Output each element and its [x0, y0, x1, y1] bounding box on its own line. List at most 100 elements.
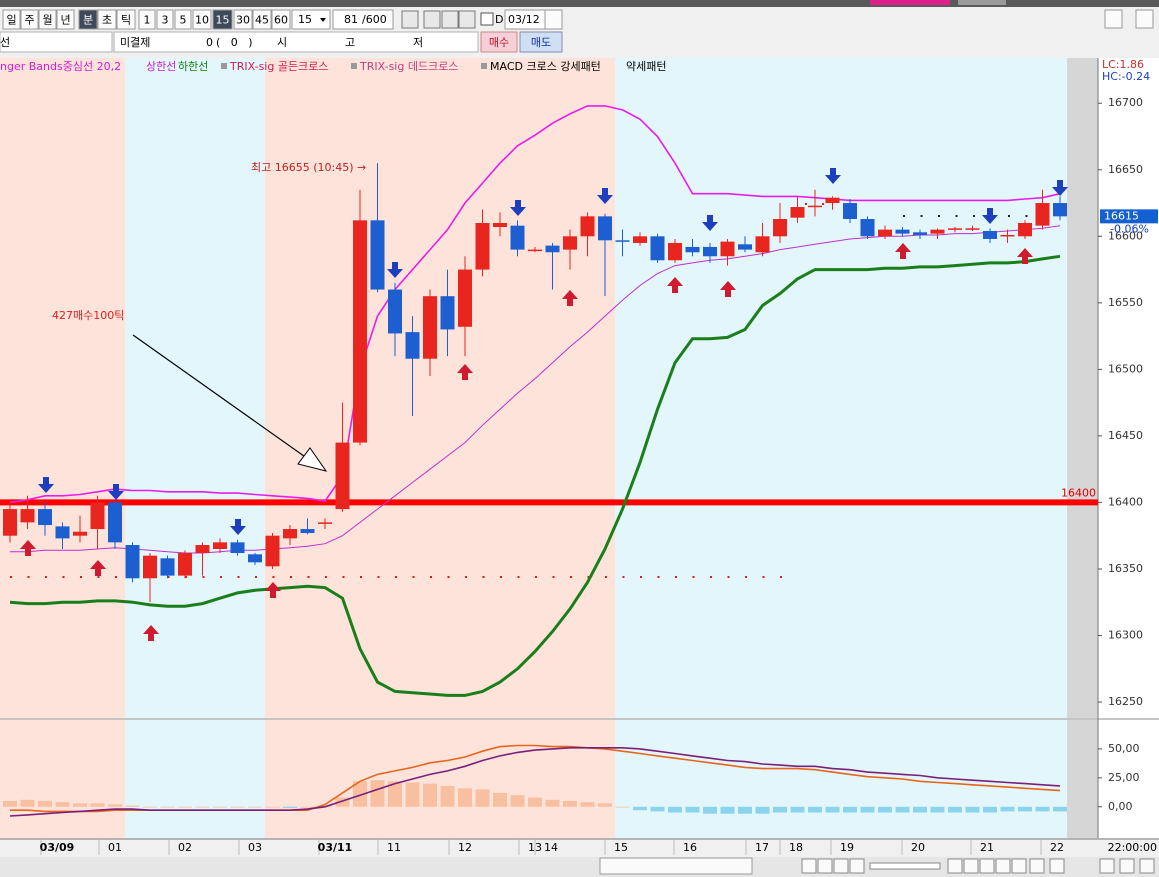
button[interactable]: [56, 9, 75, 30]
interval-select-value[interactable]: 15: [298, 13, 312, 26]
button-label[interactable]: 주: [24, 14, 34, 27]
sell-button[interactable]: [519, 31, 563, 53]
button-label[interactable]: 3: [162, 14, 169, 27]
view-button[interactable]: [979, 858, 995, 874]
macd-histogram-bar: [405, 782, 420, 807]
y-tick-label: 16250: [1108, 695, 1143, 708]
macd-histogram-bar: [720, 806, 735, 814]
view-button[interactable]: [1139, 858, 1155, 874]
playback-button[interactable]: [833, 858, 849, 874]
macd-histogram-bar: [160, 806, 175, 808]
button[interactable]: [212, 9, 233, 30]
account: 선: [0, 36, 10, 49]
buy-signal-arrow: [20, 540, 36, 556]
button[interactable]: [174, 9, 192, 30]
right-button[interactable]: [1104, 9, 1123, 29]
trix-dot: [535, 576, 537, 578]
tool-icon[interactable]: [423, 10, 441, 29]
sell-signal-arrow: [702, 215, 718, 231]
macd-histogram-bar: [1000, 806, 1015, 812]
playback-button[interactable]: [801, 858, 817, 874]
checkbox[interactable]: [480, 12, 494, 26]
button-label[interactable]: 30: [236, 14, 250, 27]
y-tick-label: 16300: [1108, 629, 1143, 642]
candle-body: [983, 230, 997, 239]
interval-select[interactable]: [291, 9, 331, 30]
dropdown-arrow: [320, 18, 326, 22]
band-upper: [9, 105, 1061, 504]
button[interactable]: [271, 9, 291, 30]
right-button[interactable]: [1135, 9, 1154, 29]
session-zone: [0, 58, 125, 718]
x-tick-label: 14: [544, 841, 558, 854]
x-tick-label: 18: [789, 841, 803, 854]
button-label[interactable]: 초: [102, 14, 112, 27]
count-input[interactable]: [332, 9, 394, 30]
x-tick-label: 16: [683, 841, 697, 854]
tool-icon[interactable]: [458, 10, 476, 29]
button[interactable]: [252, 9, 272, 30]
button-label[interactable]: 년: [60, 14, 70, 27]
button[interactable]: [97, 9, 117, 30]
button-label[interactable]: 월: [42, 14, 52, 27]
button-label[interactable]: 10: [195, 14, 209, 27]
trix-dot: [412, 576, 415, 578]
toolbar: 일 주 월 년 분 초 틱 1 3 5 10 15 30 45 60 15 81/600 D 03/12 선 미결제 0(…: [0, 9, 1154, 53]
date-value[interactable]: 03/12: [508, 13, 540, 26]
button[interactable]: [192, 9, 212, 30]
view-button[interactable]: [963, 858, 979, 874]
button-label[interactable]: 1: [144, 14, 151, 27]
button[interactable]: [233, 9, 253, 30]
button-label[interactable]: 틱: [121, 14, 131, 27]
button-label[interactable]: 15: [216, 14, 230, 27]
view-button[interactable]: [1029, 858, 1045, 874]
macd-histogram-bar: [1035, 806, 1050, 812]
scrollbar-thumb[interactable]: [599, 857, 753, 875]
count-value[interactable]: 81: [344, 13, 358, 26]
button-label[interactable]: 일: [6, 13, 16, 27]
macd-histogram-bar: [3, 800, 17, 807]
button[interactable]: [116, 9, 136, 30]
candle-body: [668, 242, 682, 261]
button[interactable]: [78, 9, 98, 30]
trix-dot: [62, 576, 65, 578]
zoom-slider[interactable]: [869, 862, 941, 870]
account-field: [0, 31, 113, 53]
note-arrow-head: [297, 447, 328, 472]
button-label[interactable]: 45: [255, 14, 269, 27]
view-button[interactable]: [1011, 858, 1027, 874]
calendar-button[interactable]: [544, 9, 563, 30]
low-label: 저: [413, 36, 423, 49]
tool-icon[interactable]: [401, 10, 419, 29]
button-label[interactable]: 60: [274, 14, 288, 27]
trix-dot: [745, 576, 747, 578]
button-label[interactable]: 분: [83, 14, 93, 27]
view-button[interactable]: [1049, 858, 1065, 874]
button[interactable]: [38, 9, 57, 30]
tool-icon[interactable]: [441, 10, 459, 29]
button[interactable]: [20, 9, 39, 30]
playback-button[interactable]: [817, 858, 833, 874]
view-button[interactable]: [1099, 858, 1115, 874]
legend-item: MACD 크로스 강세패턴: [490, 60, 601, 73]
candle-body: [528, 249, 542, 252]
button[interactable]: [138, 9, 156, 30]
button[interactable]: [156, 9, 174, 30]
candle-body: [948, 228, 962, 230]
buy-button[interactable]: [480, 31, 518, 53]
macd-histogram-bar: [948, 806, 962, 813]
sell-label[interactable]: 매도: [531, 36, 551, 49]
candle-body: [790, 207, 805, 218]
candle-body: [563, 236, 577, 250]
trix-dot: [552, 576, 555, 578]
button-label[interactable]: 5: [180, 14, 187, 27]
view-button[interactable]: [995, 858, 1011, 874]
buy-label[interactable]: 매수: [489, 36, 509, 49]
trix-dot: [395, 576, 397, 578]
playback-button[interactable]: [849, 858, 865, 874]
view-button[interactable]: [1119, 858, 1135, 874]
view-button[interactable]: [947, 858, 963, 874]
candle-body: [825, 197, 840, 204]
candle-body: [283, 529, 297, 539]
button[interactable]: [2, 9, 21, 30]
